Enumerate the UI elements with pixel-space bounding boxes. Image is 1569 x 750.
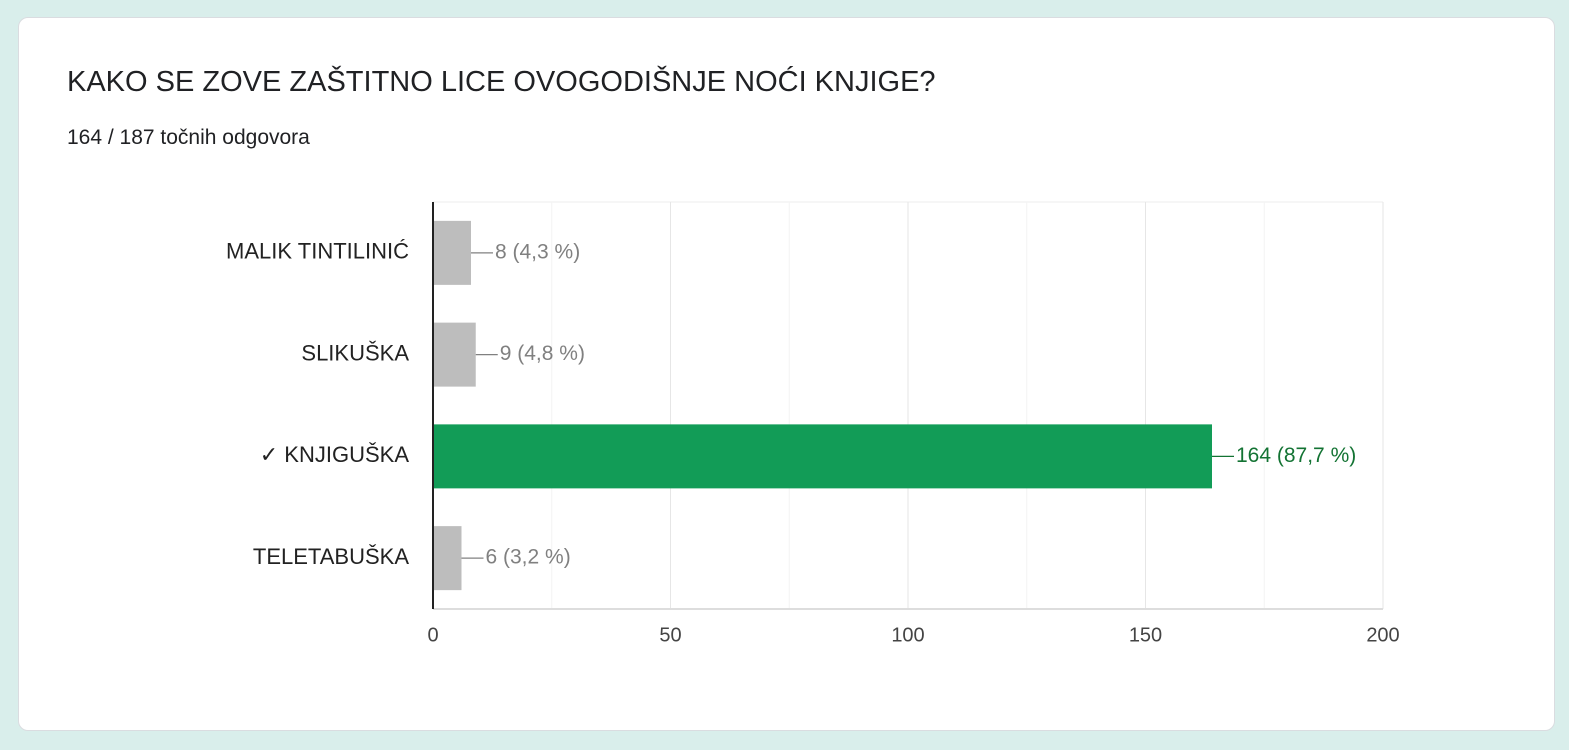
score-summary: 164 / 187 točnih odgovora [67, 126, 310, 149]
value-label: 9 (4,8 %) [500, 342, 585, 365]
value-label: 164 (87,7 %) [1236, 444, 1356, 467]
x-tick-label: 200 [1366, 624, 1399, 646]
result-card: KAKO SE ZOVE ZAŠTITNO LICE OVOGODIŠNJE N… [18, 17, 1555, 731]
y-tick-label: ✓ KNJIGUŠKA [260, 442, 410, 467]
y-tick-label: SLIKUŠKA [301, 340, 409, 365]
value-label: 6 (3,2 %) [486, 546, 571, 569]
value-label: 8 (4,3 %) [495, 240, 580, 263]
x-tick-label: 50 [659, 624, 681, 646]
x-tick-label: 0 [427, 624, 438, 646]
x-tick-label: 150 [1129, 624, 1162, 646]
bar [433, 526, 462, 591]
y-tick-label: TELETABUŠKA [253, 544, 409, 569]
y-tick-label: MALIK TINTILINIĆ [226, 239, 409, 264]
bar [433, 424, 1212, 489]
x-tick-label: 100 [891, 624, 924, 646]
bar [433, 220, 471, 285]
bar [433, 322, 476, 387]
question-title: KAKO SE ZOVE ZAŠTITNO LICE OVOGODIŠNJE N… [67, 66, 936, 98]
